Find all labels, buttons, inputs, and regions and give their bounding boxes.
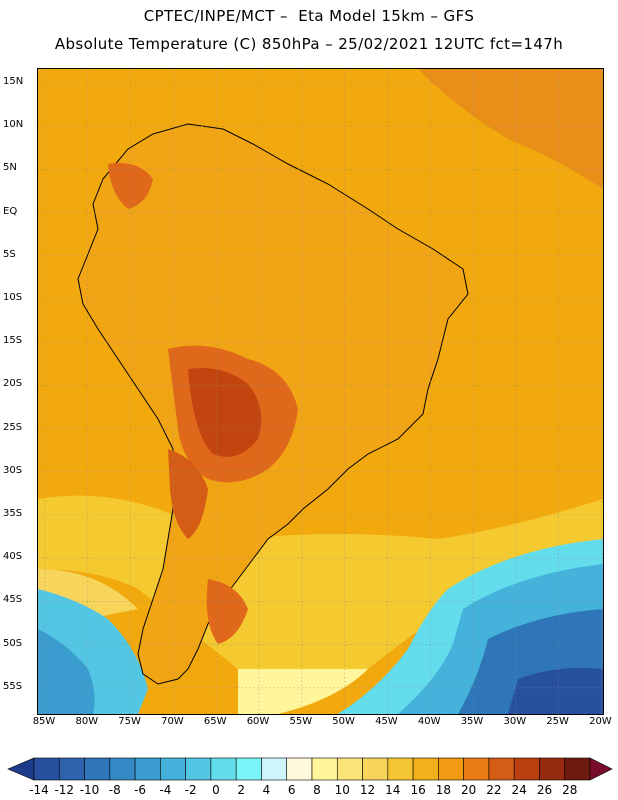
legend-swatch [286,757,313,781]
legend-tick-label: 20 [460,783,477,797]
hot-region-patagonia [206,579,248,644]
latitude-label: 15S [3,335,23,347]
legend-swatch [58,757,85,781]
legend-tick-label: 6 [287,783,296,797]
coldest-core-east [508,667,603,714]
legend-tick-label: 16 [410,783,426,797]
legend-tick-label: 12 [359,783,376,797]
legend-swatch [488,757,515,781]
longitude-label: 70W [161,716,184,727]
latitude-label: 20S [3,378,23,390]
legend-tick-label: 2 [237,783,245,797]
legend-tick-label: 28 [562,783,578,797]
latitude-label: 15N [3,76,24,87]
legend-swatch [185,757,212,781]
longitude-label: 30W [503,716,527,727]
colder-ocean-west [38,629,95,714]
mild-band [238,669,368,714]
map-title: CPTEC/INPE/MCT – Eta Model 15km – GFS [143,7,475,25]
temperature-map [37,68,604,715]
legend-tick-label: 18 [435,783,451,797]
legend-tick-label: 8 [313,783,321,797]
legend-tick-label: -2 [184,783,197,797]
map-subtitle: Absolute Temperature (C) 850hPa – 25/02/… [54,35,564,53]
latitude-label: 25S [3,421,23,433]
legend-swatch [438,757,464,781]
latitude-label: 50S [3,637,23,649]
latitude-label: 10N [3,119,24,131]
legend-tick-label: 0 [212,783,220,797]
latitude-label: 40S [3,551,23,563]
legend-swatch [336,757,363,781]
legend-swatch [311,757,338,781]
longitude-label: 35W [460,716,484,727]
longitude-label: 75W [118,716,141,727]
legend-tick-label: 22 [486,783,502,797]
legend-swatch [109,757,136,781]
legend-swatch [33,757,60,781]
latitude-label: 45S [3,594,23,606]
legend-tick-label: 26 [536,783,553,797]
legend-tick-label: 4 [262,783,271,797]
legend-swatch [513,757,540,781]
longitude-label: 45W [375,716,398,727]
longitude-label: 60W [246,716,270,727]
legend-swatch [84,757,111,781]
warm-ocean-patch [418,69,603,189]
legend-swatch [261,757,288,781]
legend-tick-label: 10 [334,783,350,797]
legend-swatch [564,757,591,781]
legend-swatch [463,757,490,781]
legend-swatch [539,757,566,781]
longitude-label: 85W [32,716,56,727]
latitude-label: 35S [3,508,23,519]
latitude-label: EQ [3,205,18,217]
longitude-label: 65W [203,716,227,727]
very-hot-region [188,368,262,457]
legend-swatch [210,757,237,781]
longitude-label: 25W [546,716,569,727]
legend-tick-label: 14 [385,783,401,797]
longitude-label: 40W [417,716,441,727]
legend-swatch [160,757,186,781]
legend-swatch [387,757,414,781]
legend-arrow-low [7,757,35,781]
legend-swatch [235,757,262,781]
legend-tick-label: -6 [134,783,147,797]
legend-swatch [362,757,389,781]
latitude-label: 5S [3,248,16,260]
color-legend [7,757,613,781]
legend-arrow-high [589,757,613,781]
legend-tick-label: 24 [511,783,527,797]
legend-tick-label: -14 [29,783,49,797]
legend-tick-label: -8 [108,783,121,797]
legend-swatch [412,757,439,781]
latitude-label: 5N [3,162,17,174]
longitude-label: 20W [589,716,612,727]
latitude-label: 30S [3,464,23,476]
longitude-label: 55W [289,716,313,727]
longitude-label: 50W [332,716,355,727]
latitude-label: 10S [3,292,23,303]
map-canvas [38,69,603,714]
legend-tick-label: -4 [159,783,172,797]
legend-swatch [134,757,161,781]
longitude-label: 80W [75,716,99,727]
legend-tick-label: -10 [79,783,100,797]
legend-tick-label: -12 [54,783,75,797]
latitude-label: 55S [3,680,23,692]
